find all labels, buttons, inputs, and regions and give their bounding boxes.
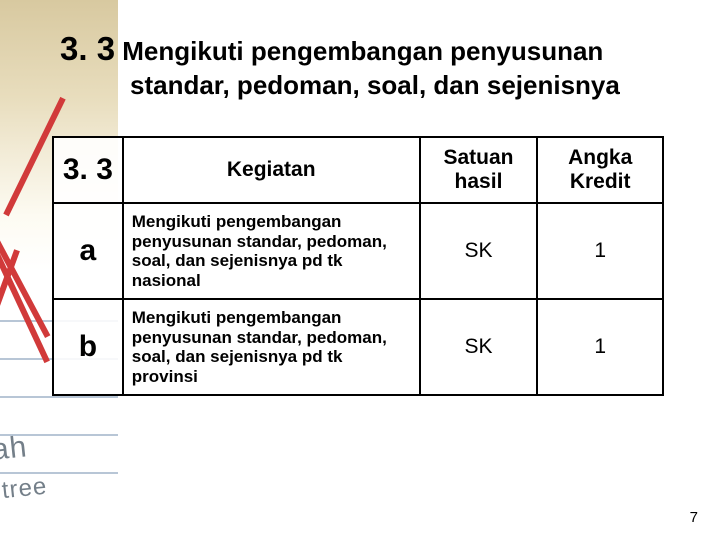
- page-number: 7: [690, 509, 698, 526]
- heading-line1: Mengikuti pengembangan penyusunan: [115, 36, 603, 66]
- notebook-rule: [0, 472, 118, 474]
- header-angka: Angka Kredit: [537, 137, 663, 203]
- heading-number: 3. 3: [60, 30, 115, 67]
- slide-heading: 3. 3 Mengikuti pengembangan penyusunan s…: [60, 28, 678, 102]
- cell-kegiatan: Mengikuti pengembangan penyusunan standa…: [123, 299, 420, 395]
- heading-line2: standar, pedoman, soal, dan sejenisnya: [130, 69, 678, 102]
- header-kegiatan: Kegiatan: [123, 137, 420, 203]
- cell-satuan: SK: [420, 299, 538, 395]
- bg-handwriting: ah: [0, 430, 29, 468]
- cell-angka: 1: [537, 203, 663, 299]
- cell-code: b: [53, 299, 123, 395]
- table-header-row: 3. 3 Kegiatan Satuan hasil Angka Kredit: [53, 137, 663, 203]
- kegiatan-table: 3. 3 Kegiatan Satuan hasil Angka Kredit …: [52, 136, 664, 397]
- header-satuan: Satuan hasil: [420, 137, 538, 203]
- cell-angka: 1: [537, 299, 663, 395]
- header-code: 3. 3: [53, 137, 123, 203]
- table-row: b Mengikuti pengembangan penyusunan stan…: [53, 299, 663, 395]
- cell-satuan: SK: [420, 203, 538, 299]
- cell-code: a: [53, 203, 123, 299]
- cell-kegiatan: Mengikuti pengembangan penyusunan standa…: [123, 203, 420, 299]
- table-row: a Mengikuti pengembangan penyusunan stan…: [53, 203, 663, 299]
